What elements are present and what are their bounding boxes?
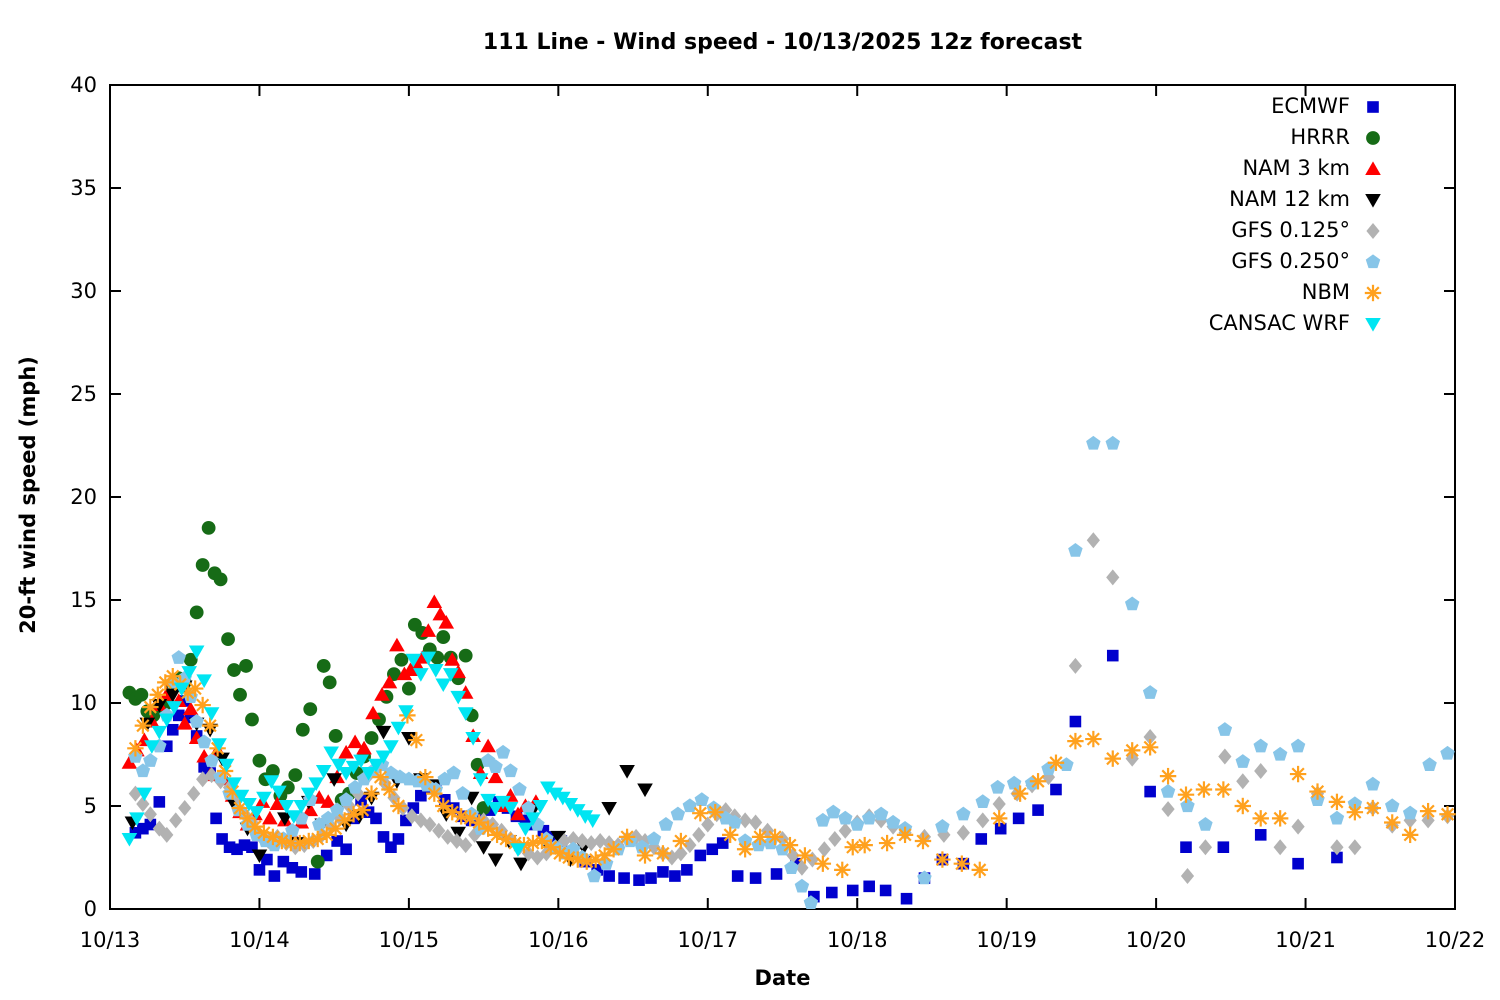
svg-text:10: 10: [70, 691, 97, 715]
legend-item-nam12km: NAM 12 km: [1048, 184, 1388, 215]
legend-label-nam3km: NAM 3 km: [1242, 156, 1350, 180]
svg-text:10/15: 10/15: [379, 928, 440, 952]
svg-text:5: 5: [84, 794, 97, 818]
ecmwf-square-icon: [1367, 100, 1379, 113]
legend-item-hrrr: HRRR: [1048, 122, 1388, 153]
nbm-asterisk-icon: [1364, 284, 1382, 301]
gfs0250-pentagon-icon: [1365, 253, 1381, 268]
svg-text:10/13: 10/13: [80, 928, 141, 952]
legend-label-cansac-wrf: CANSAC WRF: [1208, 311, 1350, 335]
legend-item-gfs0125: GFS 0.125°: [1048, 215, 1388, 246]
chart-title: 111 Line - Wind speed - 10/13/2025 12z f…: [482, 30, 1083, 55]
svg-text:10/19: 10/19: [976, 928, 1037, 952]
legend-label-hrrr: HRRR: [1290, 125, 1350, 149]
gfs0125-diamond-icon: [1366, 222, 1380, 239]
svg-text:10/14: 10/14: [229, 928, 290, 952]
svg-text:25: 25: [70, 382, 97, 406]
svg-text:10/20: 10/20: [1126, 928, 1187, 952]
legend-item-nam3km: NAM 3 km: [1048, 153, 1388, 184]
nam12km-triangle-down-icon: [1365, 193, 1381, 208]
svg-text:15: 15: [70, 588, 97, 612]
legend-item-nbm: NBM: [1048, 277, 1388, 308]
legend-item-gfs0250: GFS 0.250°: [1048, 246, 1388, 277]
legend-label-ecmwf: ECMWF: [1271, 94, 1350, 118]
svg-text:10/21: 10/21: [1275, 928, 1336, 952]
legend-item-cansac-wrf: CANSAC WRF: [1048, 308, 1388, 339]
x-axis-label: Date: [754, 966, 811, 990]
svg-text:10/16: 10/16: [528, 928, 589, 952]
svg-text:30: 30: [70, 279, 97, 303]
svg-text:35: 35: [70, 176, 97, 200]
cansac-wrf-triangle-down-icon: [1365, 317, 1381, 332]
svg-text:20: 20: [70, 485, 97, 509]
svg-text:10/18: 10/18: [827, 928, 888, 952]
svg-text:10/22: 10/22: [1425, 928, 1486, 952]
legend-label-nam12km: NAM 12 km: [1229, 187, 1350, 211]
legend-label-nbm: NBM: [1301, 280, 1350, 304]
hrrr-circle-icon: [1366, 130, 1380, 145]
nam3km-triangle-up-icon: [1365, 160, 1381, 175]
legend-item-ecmwf: ECMWF: [1048, 91, 1388, 122]
legend-label-gfs0250: GFS 0.250°: [1231, 249, 1350, 273]
svg-text:10/17: 10/17: [678, 928, 739, 952]
svg-text:0: 0: [84, 897, 97, 921]
svg-text:40: 40: [70, 73, 97, 97]
legend: ECMWF HRRR NAM 3 km NAM 12 km GFS 0.125°…: [1048, 91, 1388, 339]
legend-label-gfs0125: GFS 0.125°: [1231, 218, 1350, 242]
